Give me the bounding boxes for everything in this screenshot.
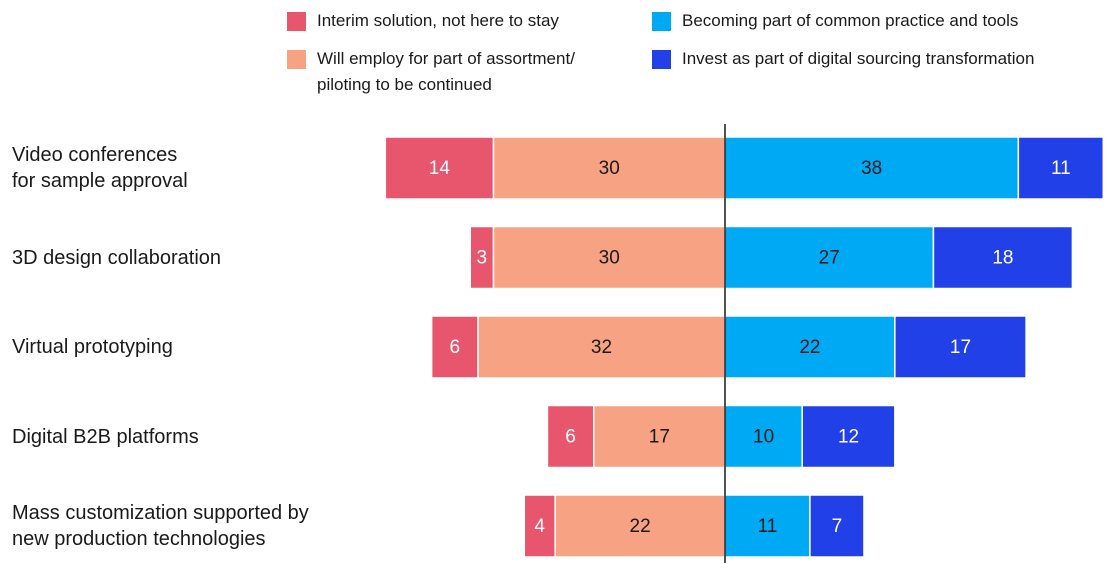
bar-segment [430,315,479,379]
value-label: 17 [649,427,670,448]
value-label: 32 [591,337,612,358]
value-label: 22 [630,516,651,537]
legend-swatch [287,50,306,69]
legend-label: Becoming part of common practice and too… [682,11,1019,30]
legend-swatch [287,12,306,31]
value-label: 6 [450,337,461,358]
category-label: Mass customization supported by new prod… [12,502,309,550]
category-label: Virtual prototyping [12,336,173,358]
bar-segment [809,494,865,558]
bar-segment [546,404,595,469]
value-label: 14 [429,158,451,179]
bar-segment [724,136,1020,200]
bar-segment [523,494,556,558]
value-label: 18 [992,248,1013,269]
value-label: 30 [599,158,620,179]
bar-segment [492,136,726,200]
bar-segment [492,225,726,290]
bar-segment [724,404,803,469]
value-label: 17 [950,337,971,358]
value-label: 22 [799,337,820,358]
value-label: 11 [1051,158,1071,179]
bar-segment [384,136,495,200]
bar-segment [554,494,726,558]
bar-segment [593,404,726,469]
value-label: 10 [753,427,774,448]
bar-segment [469,225,495,290]
value-label: 12 [838,427,859,448]
legend-swatch [652,50,671,69]
category-label: Digital B2B platforms [12,425,199,448]
value-label: 27 [819,248,840,269]
value-label: 6 [565,427,576,448]
bar-segment [1017,136,1105,200]
category-label: Video conferences for sample approval [12,144,188,192]
value-label: 38 [861,158,882,179]
category-label: 3D design collaboration [12,246,222,269]
value-label: 7 [832,516,843,537]
value-label: 3 [477,248,488,269]
legend-swatch [652,12,671,31]
legend-label: Interim solution, not here to stay [317,11,559,30]
value-label: 30 [599,248,620,269]
bar-segment [724,315,896,379]
value-label: 11 [758,516,778,537]
value-label: 4 [534,516,545,537]
bar-segment [932,225,1074,290]
bar-segment [477,315,726,379]
bar-segment [801,404,896,469]
legend-label: Will employ for part of assortment/ pilo… [317,49,575,94]
legend-label: Invest as part of digital sourcing trans… [682,49,1035,68]
bar-segment [894,315,1027,379]
